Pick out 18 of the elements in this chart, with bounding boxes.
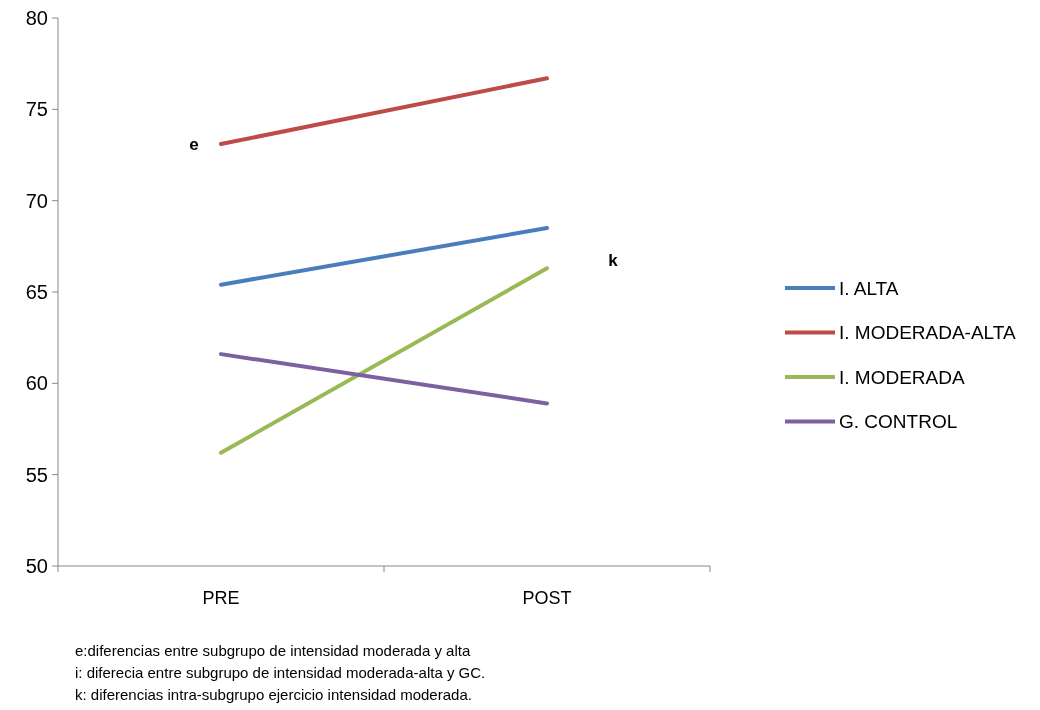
text: e:diferencias entre subgrupo de intensidad moderada y alta	[75, 642, 471, 659]
annotation: k	[608, 250, 619, 270]
y-tick-label: 55	[25, 463, 48, 486]
y-tick-label: 60	[25, 372, 48, 395]
legend-label: I. MODERADA-ALTA	[839, 322, 1016, 344]
x-tick-label: PRE	[202, 588, 240, 608]
legend-label: I. ALTA	[839, 277, 899, 299]
y-tick-label: 75	[25, 98, 48, 121]
y-tick-label: 80	[25, 7, 48, 29]
legend-label: I. MODERADA	[839, 366, 965, 388]
legend-label: G. CONTROL	[839, 411, 958, 433]
y-tick-label: 70	[25, 189, 48, 212]
annotation: e	[189, 134, 199, 154]
y-tick-label: 50	[25, 555, 48, 577]
text: i: diferecia entre subgrupo de intensidad moderada-alta y GC.	[75, 664, 486, 681]
y-tick-label: 65	[25, 281, 48, 303]
x-tick-label: POST	[522, 588, 572, 608]
text: k: diferencias intra-subgrupo ejercicio intensidad moderada.	[75, 686, 472, 703]
